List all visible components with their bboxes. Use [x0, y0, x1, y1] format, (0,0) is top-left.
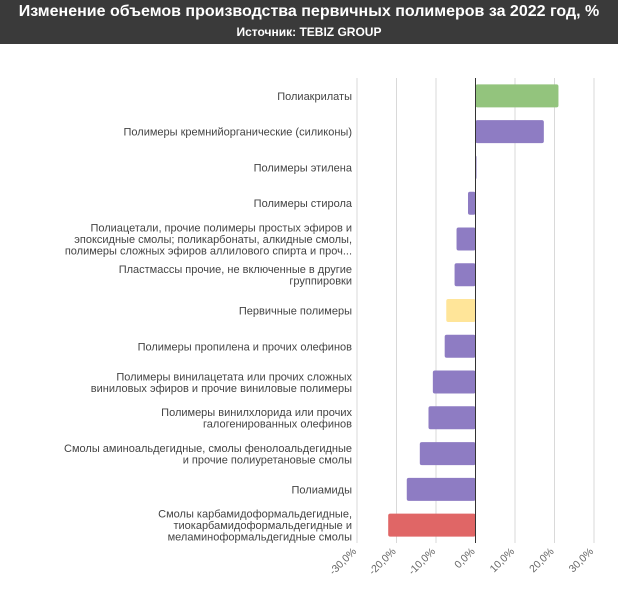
category-label: галогенированных олефинов: [203, 419, 352, 431]
category-label: Полимеры кремнийорганические (силиконы): [124, 127, 352, 139]
tick-label: -20,0%: [367, 546, 399, 578]
category-label: Полиамиды: [292, 484, 353, 496]
tick-label: -10,0%: [406, 546, 438, 578]
bar: [432, 370, 476, 394]
category-label: Первичные полимеры: [239, 306, 352, 318]
category-label: Полиацетали, прочие полимеры простых эфи…: [90, 222, 352, 234]
category-label: Полимеры пропилена и прочих олефинов: [138, 341, 353, 353]
bar: [456, 227, 476, 251]
bar: [428, 406, 476, 430]
category-label: Полимеры этилена: [254, 162, 353, 174]
chart-subtitle: Источник: TEBIZ GROUP: [236, 25, 382, 39]
category-label: полимеры сложных эфиров аллилового спирт…: [65, 245, 352, 257]
bar: [446, 299, 476, 322]
category-label: группировки: [289, 275, 352, 287]
category-label: Пластмассы прочие, не включенные в други…: [119, 264, 352, 276]
bar: [406, 477, 476, 501]
bar: [454, 263, 476, 287]
bar: [475, 120, 544, 144]
bar: [444, 334, 476, 358]
bar: [419, 442, 476, 466]
tick-label: 20,0%: [527, 546, 557, 576]
category-label: и прочие полиуретановые смолы: [183, 454, 352, 466]
category-label: Полимеры стирола: [254, 198, 353, 210]
category-label: тиокарбамидоформальдегидные и: [173, 520, 352, 532]
bar: [388, 513, 476, 537]
bar: [475, 84, 559, 108]
category-label: эпоксидные смолы; поликарбонаты, алкидны…: [74, 234, 352, 246]
tick-label: 10,0%: [488, 546, 518, 576]
category-label: Смолы аминоальдегидные, смолы фенолоальд…: [64, 443, 352, 455]
tick-label: -30,0%: [327, 546, 359, 578]
tick-label: 30,0%: [567, 546, 597, 576]
tick-label: 0,0%: [452, 546, 477, 571]
bar: [467, 191, 476, 215]
category-label: Полимеры винилхлорида или прочих: [161, 407, 352, 419]
chart-title: Изменение объемов производства первичных…: [18, 3, 600, 20]
category-label: меламиноформальдегидные смолы: [168, 532, 352, 544]
category-label: Смолы карбамидоформальдегидные,: [158, 509, 352, 521]
category-label: виниловых эфиров и прочие виниловые поли…: [91, 383, 352, 395]
chart-header: Изменение объемов производства первичных…: [0, 0, 618, 44]
category-label: Полимеры винилацетата или прочих сложных: [116, 371, 352, 383]
category-label: Полиакрилаты: [277, 91, 352, 103]
